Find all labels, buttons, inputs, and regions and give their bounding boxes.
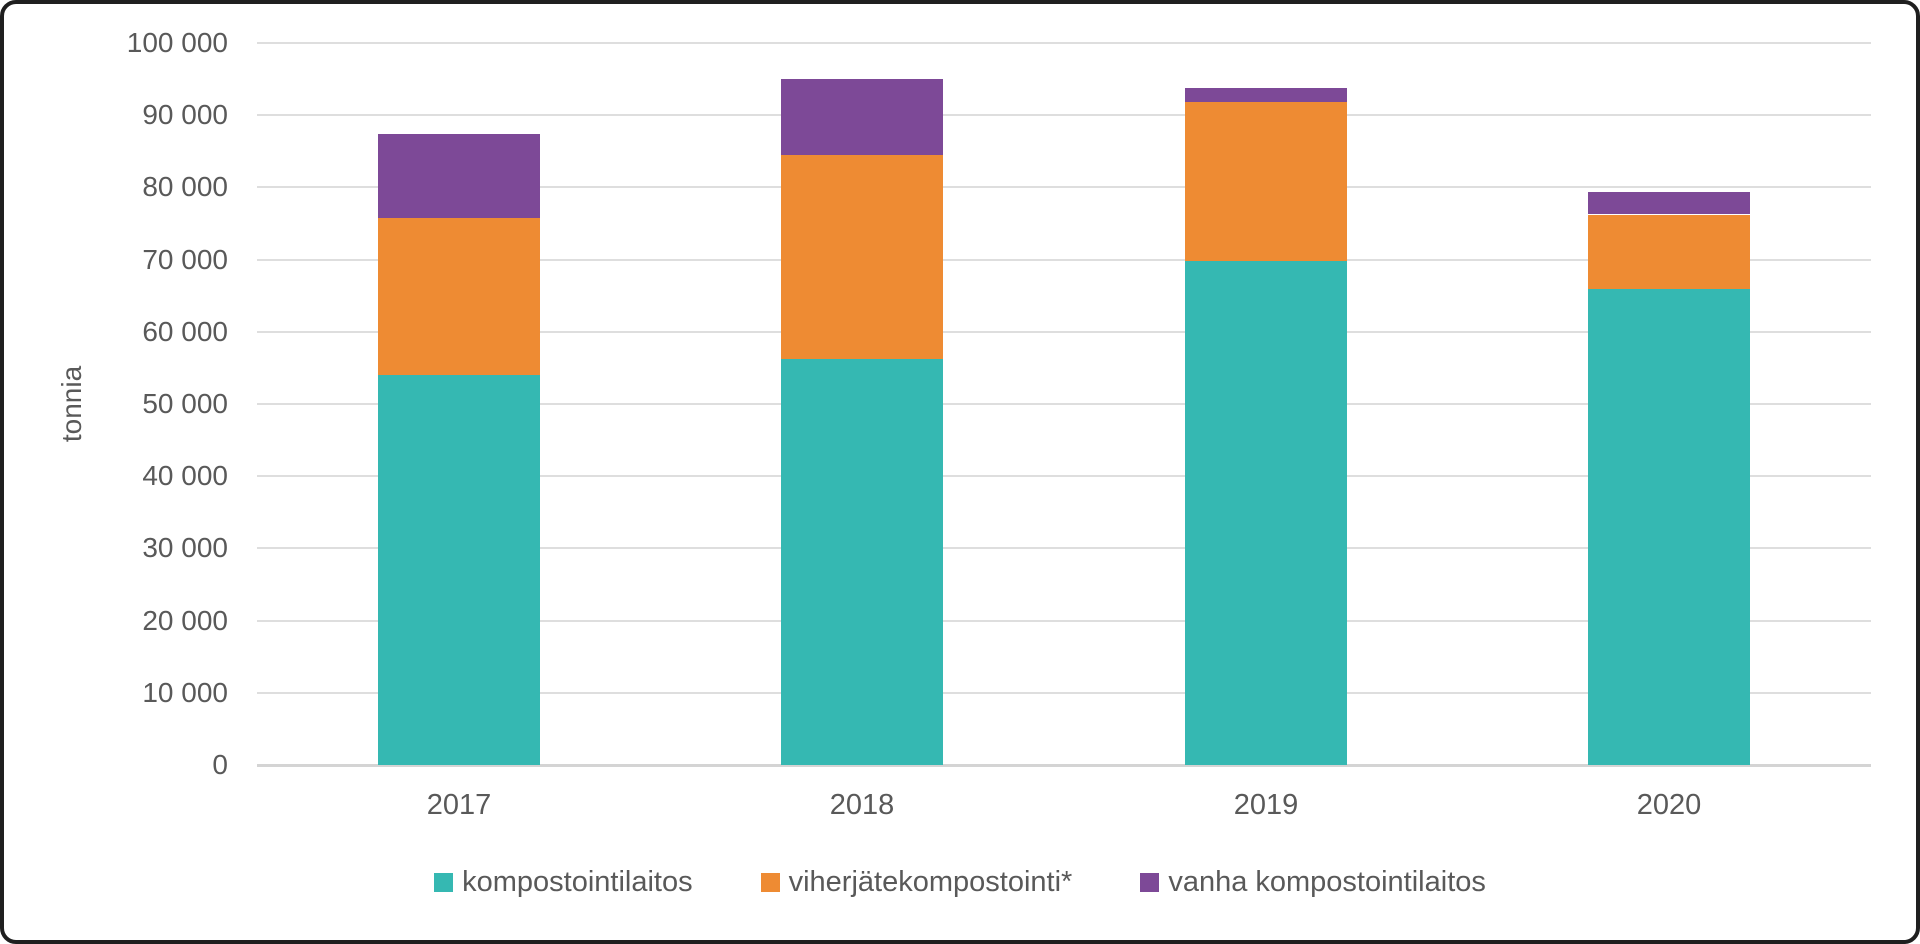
gridline — [257, 692, 1871, 694]
bar-2018 — [781, 43, 943, 765]
y-tick-label: 70 000 — [142, 244, 228, 275]
gridline — [257, 547, 1871, 549]
y-tick-label: 60 000 — [142, 316, 228, 347]
x-tick-label: 2017 — [426, 789, 492, 821]
legend-swatch-icon — [1140, 873, 1160, 892]
bar-segment-2020-series0 — [1588, 288, 1750, 765]
gridline — [257, 403, 1871, 405]
bar-2020 — [1588, 43, 1750, 765]
gridline — [257, 475, 1871, 477]
y-tick-label: 0 — [212, 749, 228, 780]
y-tick-label: 90 000 — [142, 99, 228, 130]
legend-swatch-icon — [434, 873, 454, 892]
x-tick-label: 2018 — [829, 789, 895, 821]
gridline — [257, 331, 1871, 333]
gridline — [257, 42, 1871, 44]
legend-label: vanha kompostointilaitos — [1168, 866, 1486, 898]
x-axis-line — [257, 764, 1871, 767]
legend-label: viherjätekompostointi* — [788, 866, 1073, 898]
bar-2017 — [378, 43, 540, 765]
bar-segment-2020-series2 — [1588, 192, 1750, 214]
x-tick-label: 2019 — [1233, 789, 1299, 821]
gridline — [257, 259, 1871, 261]
y-tick-label: 80 000 — [142, 171, 228, 202]
y-tick-label: 100 000 — [126, 27, 228, 58]
y-tick-label: 40 000 — [142, 460, 228, 491]
legend-label: kompostointilaitos — [462, 866, 693, 898]
y-tick-label: 10 000 — [142, 677, 228, 708]
legend-item: viherjätekompostointi* — [760, 866, 1073, 899]
bar-segment-2020-series1 — [1588, 215, 1750, 289]
bar-segment-2019-series1 — [1185, 102, 1347, 261]
y-tick-label: 50 000 — [142, 388, 228, 419]
x-tick-label: 2020 — [1636, 789, 1702, 821]
legend-item: kompostointilaitos — [434, 866, 693, 899]
legend: kompostointilaitos viherjätekompostointi*… — [4, 866, 1916, 899]
bar-segment-2019-series2 — [1185, 88, 1347, 102]
bar-segment-2017-series2 — [378, 134, 540, 218]
bar-segment-2018-series1 — [781, 155, 943, 359]
legend-swatch-icon — [760, 873, 780, 892]
legend-item: vanha kompostointilaitos — [1140, 866, 1486, 899]
gridline — [257, 114, 1871, 116]
bar-segment-2017-series0 — [378, 375, 540, 765]
gridline — [257, 186, 1871, 188]
bar-segment-2018-series2 — [781, 79, 943, 155]
bar-segment-2017-series1 — [378, 218, 540, 375]
bar-segment-2018-series0 — [781, 359, 943, 765]
bar-2019 — [1185, 43, 1347, 765]
gridline — [257, 620, 1871, 622]
y-tick-label: 20 000 — [142, 605, 228, 636]
bar-segment-2019-series0 — [1185, 261, 1347, 765]
y-tick-label: 30 000 — [142, 532, 228, 563]
